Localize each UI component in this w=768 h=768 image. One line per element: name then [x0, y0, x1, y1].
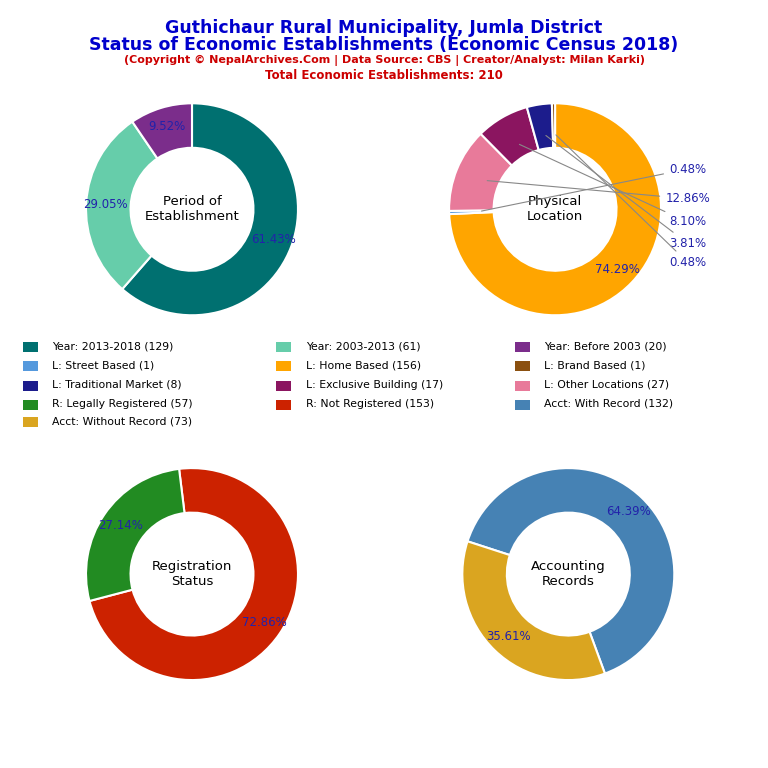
Text: L: Exclusive Building (17): L: Exclusive Building (17) [306, 379, 443, 390]
Wedge shape [122, 103, 298, 315]
Text: Accounting
Records: Accounting Records [531, 560, 606, 588]
Text: Year: Before 2003 (20): Year: Before 2003 (20) [544, 341, 667, 352]
Text: Registration
Status: Registration Status [152, 560, 232, 588]
Text: 12.86%: 12.86% [487, 180, 710, 205]
Text: 35.61%: 35.61% [485, 631, 531, 643]
Wedge shape [468, 468, 674, 674]
Text: L: Street Based (1): L: Street Based (1) [52, 360, 154, 371]
Text: Guthichaur Rural Municipality, Jumla District: Guthichaur Rural Municipality, Jumla Dis… [165, 19, 603, 37]
Text: Period of
Establishment: Period of Establishment [144, 195, 240, 223]
Wedge shape [132, 103, 192, 158]
Text: Acct: Without Record (73): Acct: Without Record (73) [52, 416, 192, 427]
Text: Year: 2013-2018 (129): Year: 2013-2018 (129) [52, 341, 174, 352]
Text: L: Other Locations (27): L: Other Locations (27) [544, 379, 669, 390]
Text: L: Brand Based (1): L: Brand Based (1) [544, 360, 645, 371]
Text: 3.81%: 3.81% [546, 135, 706, 250]
Wedge shape [86, 469, 184, 601]
Text: 9.52%: 9.52% [147, 120, 185, 133]
Text: R: Not Registered (153): R: Not Registered (153) [306, 399, 434, 409]
Text: L: Home Based (156): L: Home Based (156) [306, 360, 421, 371]
Text: 27.14%: 27.14% [98, 519, 143, 531]
Text: 64.39%: 64.39% [606, 505, 651, 518]
Text: 74.29%: 74.29% [595, 263, 641, 276]
Text: Acct: With Record (132): Acct: With Record (132) [544, 399, 673, 409]
Text: 8.10%: 8.10% [519, 144, 706, 229]
Text: 29.05%: 29.05% [83, 197, 127, 210]
Wedge shape [462, 541, 605, 680]
Text: L: Traditional Market (8): L: Traditional Market (8) [52, 379, 182, 390]
Wedge shape [86, 121, 157, 289]
Text: 0.48%: 0.48% [556, 135, 706, 269]
Text: 0.48%: 0.48% [482, 163, 706, 211]
Wedge shape [527, 104, 553, 150]
Text: Total Economic Establishments: 210: Total Economic Establishments: 210 [265, 69, 503, 82]
Wedge shape [449, 210, 494, 214]
Text: Year: 2003-2013 (61): Year: 2003-2013 (61) [306, 341, 420, 352]
Text: Physical
Location: Physical Location [527, 195, 583, 223]
Text: 61.43%: 61.43% [251, 233, 296, 247]
Text: 72.86%: 72.86% [242, 617, 286, 629]
Text: R: Legally Registered (57): R: Legally Registered (57) [52, 399, 193, 409]
Text: (Copyright © NepalArchives.Com | Data Source: CBS | Creator/Analyst: Milan Karki: (Copyright © NepalArchives.Com | Data So… [124, 55, 644, 66]
Wedge shape [552, 103, 555, 147]
Wedge shape [449, 103, 661, 315]
Wedge shape [481, 107, 538, 166]
Wedge shape [90, 468, 298, 680]
Wedge shape [449, 134, 512, 211]
Text: Status of Economic Establishments (Economic Census 2018): Status of Economic Establishments (Econo… [89, 36, 679, 54]
